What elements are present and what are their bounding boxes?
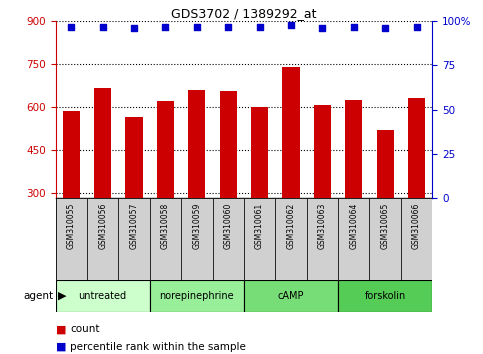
Bar [220,91,237,278]
Bar [244,280,338,312]
Point [382,25,389,31]
Bar [213,198,244,280]
Bar [188,90,205,278]
Text: GSM310057: GSM310057 [129,202,139,249]
Point [193,24,201,29]
Text: GSM310055: GSM310055 [67,202,76,249]
Bar [369,198,401,280]
Point [319,25,327,31]
Text: forskolin: forskolin [365,291,406,301]
Bar [275,198,307,280]
Bar [87,198,118,280]
Text: GSM310056: GSM310056 [98,202,107,249]
Text: ■: ■ [56,342,66,352]
Bar [94,88,111,278]
Text: untreated: untreated [79,291,127,301]
Point [256,24,264,29]
Title: GDS3702 / 1389292_at: GDS3702 / 1389292_at [171,7,317,20]
Point [130,25,138,31]
Bar [314,105,331,278]
Point [412,24,420,29]
Bar [126,117,142,278]
Text: count: count [70,324,99,334]
Text: GSM310059: GSM310059 [192,202,201,249]
Bar [283,67,299,278]
Point [287,22,295,28]
Bar [56,198,87,280]
Text: ▶: ▶ [58,291,67,301]
Point [68,24,75,29]
Bar [338,198,369,280]
Bar [181,198,213,280]
Bar [56,280,150,312]
Text: GSM310062: GSM310062 [286,202,296,249]
Text: GSM310064: GSM310064 [349,202,358,249]
Text: ■: ■ [56,324,66,334]
Text: GSM310058: GSM310058 [161,202,170,249]
Bar [118,198,150,280]
Bar [244,198,275,280]
Point [224,24,232,29]
Bar [150,198,181,280]
Bar [338,280,432,312]
Text: GSM310063: GSM310063 [318,202,327,249]
Bar [251,107,268,278]
Bar [401,198,432,280]
Text: percentile rank within the sample: percentile rank within the sample [70,342,246,352]
Text: agent: agent [23,291,53,301]
Point [350,24,357,29]
Bar [307,198,338,280]
Text: GSM310066: GSM310066 [412,202,421,249]
Text: norepinephrine: norepinephrine [159,291,234,301]
Bar [408,98,425,278]
Text: GSM310060: GSM310060 [224,202,233,249]
Text: cAMP: cAMP [278,291,304,301]
Bar [345,100,362,278]
Text: GSM310061: GSM310061 [255,202,264,249]
Bar [157,101,174,278]
Bar [150,280,244,312]
Text: GSM310065: GSM310065 [381,202,390,249]
Point [99,24,107,29]
Bar [377,130,394,278]
Point [161,24,170,29]
Bar [63,111,80,278]
